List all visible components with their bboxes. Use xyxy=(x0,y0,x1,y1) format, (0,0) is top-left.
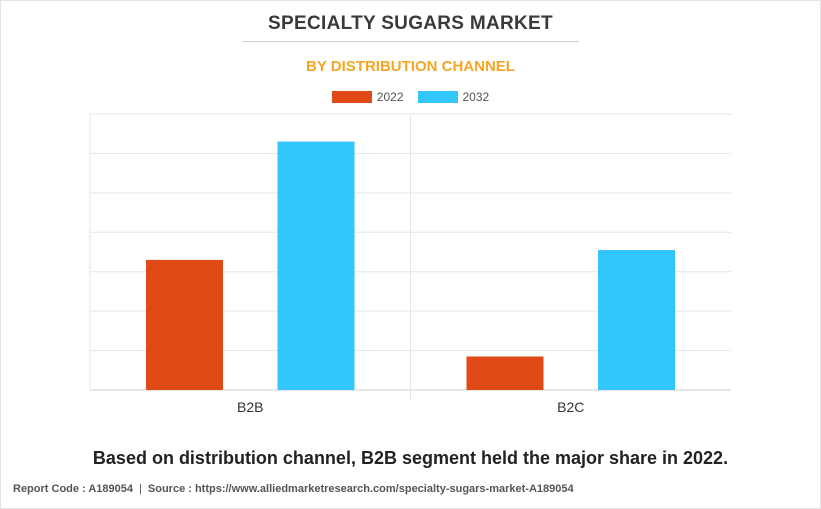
bar-b2b-2032 xyxy=(277,141,355,390)
chart-title: SPECIALTY SUGARS MARKET xyxy=(268,13,553,34)
chart-legend: 2022 2032 xyxy=(0,90,821,104)
x-tick-label-b2b: B2B xyxy=(237,399,263,415)
x-tick-label-b2c: B2C xyxy=(557,399,584,415)
title-divider xyxy=(242,41,579,42)
legend-item-2022[interactable]: 2022 xyxy=(331,90,404,104)
source-link[interactable]: Source : https://www.alliedmarketresearc… xyxy=(147,483,574,495)
bar-b2c-2032 xyxy=(598,250,675,390)
legend-item-2032[interactable]: 2032 xyxy=(417,90,490,104)
footer-separator: | xyxy=(139,483,142,495)
legend-swatch-2032 xyxy=(417,91,458,103)
bar-b2b-2022 xyxy=(146,259,223,390)
bar-b2c-2022 xyxy=(466,356,544,390)
legend-swatch-2022 xyxy=(331,91,372,103)
legend-label-2032: 2032 xyxy=(462,90,490,104)
chart-caption: Based on distribution channel, B2B segme… xyxy=(92,448,729,468)
legend-label-2022: 2022 xyxy=(376,90,404,104)
report-code: Report Code : A189054 xyxy=(13,483,134,495)
report-footer: Report Code : A189054 | Source : https://w… xyxy=(13,483,574,495)
chart-subtitle: BY DISTRIBUTION CHANNEL xyxy=(306,58,515,75)
